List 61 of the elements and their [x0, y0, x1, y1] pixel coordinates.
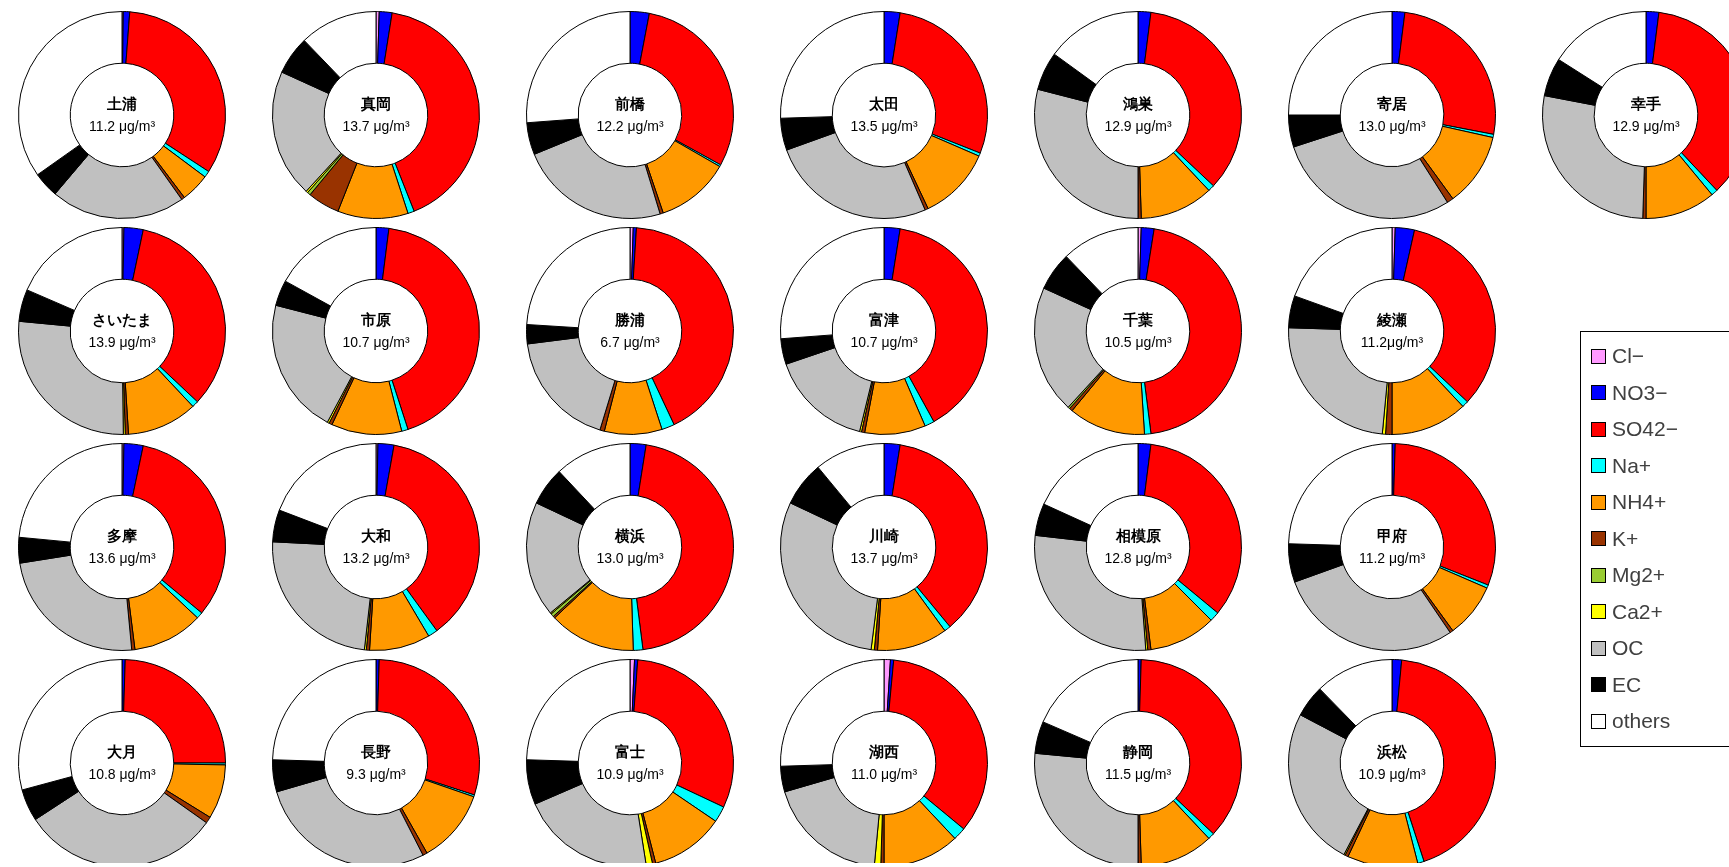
- text: 長野: [360, 742, 392, 762]
- legend-label: Mg2+: [1612, 563, 1666, 588]
- text: 静岡: [1121, 742, 1154, 762]
- text: 鴻巣: [1122, 94, 1154, 114]
- text: 11.5 μg/m³: [1103, 765, 1173, 784]
- text: 土浦: [106, 94, 138, 114]
- legend-label: K+: [1612, 526, 1639, 551]
- text: 大月: [106, 742, 138, 762]
- text: 市原: [360, 310, 392, 330]
- text: 前橋: [614, 94, 646, 114]
- legend-label: NO3−: [1612, 380, 1668, 405]
- legend-label: others: [1612, 709, 1671, 734]
- text: 12.2 μg/m³: [595, 117, 665, 136]
- text: 13.0 μg/m³: [595, 549, 665, 568]
- text: 10.9 μg/m³: [595, 765, 665, 784]
- legend-label: SO42−: [1612, 417, 1678, 442]
- text: 川崎: [868, 526, 900, 546]
- text: 10.5 μg/m³: [1103, 333, 1173, 352]
- text: 湖西: [868, 742, 900, 762]
- text: 千葉: [1122, 310, 1154, 330]
- text: 太田: [868, 94, 900, 114]
- text: 寄居: [1376, 94, 1408, 114]
- text: 多摩: [106, 526, 138, 546]
- legend-label: EC: [1612, 672, 1642, 697]
- legend-label: Cl−: [1612, 344, 1645, 369]
- text: 綾瀬: [1375, 310, 1408, 330]
- text: 12.9 μg/m³: [1611, 117, 1681, 136]
- text: 13.6 μg/m³: [87, 549, 157, 568]
- text: 富士: [614, 742, 646, 762]
- text: 13.5 μg/m³: [849, 117, 919, 136]
- text: 真岡: [360, 94, 392, 114]
- text: 9.3 μg/m³: [345, 765, 407, 784]
- text: 13.2 μg/m³: [341, 549, 411, 568]
- text: 13.7 μg/m³: [849, 549, 919, 568]
- text: 11.0 μg/m³: [849, 765, 919, 784]
- text: 10.9 μg/m³: [1357, 765, 1427, 784]
- text: 13.0 μg/m³: [1357, 117, 1427, 136]
- legend-label: OC: [1612, 636, 1644, 661]
- text: 勝浦: [614, 310, 646, 330]
- text: 10.7 μg/m³: [341, 333, 411, 352]
- legend-label: Na+: [1612, 453, 1652, 478]
- text: 10.8 μg/m³: [87, 765, 157, 784]
- text: さいたま: [91, 310, 153, 330]
- text: 11.2μg/m³: [1359, 333, 1425, 352]
- legend-label: NH4+: [1612, 490, 1667, 515]
- text: 13.9 μg/m³: [87, 333, 157, 352]
- text: 横浜: [613, 526, 646, 546]
- text: 富津: [868, 310, 900, 330]
- legend-label: Ca2+: [1612, 599, 1663, 624]
- text: 11.2 μg/m³: [87, 117, 157, 136]
- text: 6.7 μg/m³: [599, 333, 661, 352]
- text: 大和: [360, 526, 392, 546]
- text: 10.7 μg/m³: [849, 333, 919, 352]
- text: 甲府: [1376, 526, 1408, 546]
- text: 12.8 μg/m³: [1103, 549, 1173, 568]
- text: 相模原: [1114, 526, 1162, 546]
- text: 幸手: [1630, 94, 1662, 114]
- text: 13.7 μg/m³: [341, 117, 411, 136]
- text: 11.2 μg/m³: [1357, 549, 1427, 568]
- text: 12.9 μg/m³: [1103, 117, 1173, 136]
- text: 浜松: [1376, 742, 1408, 762]
